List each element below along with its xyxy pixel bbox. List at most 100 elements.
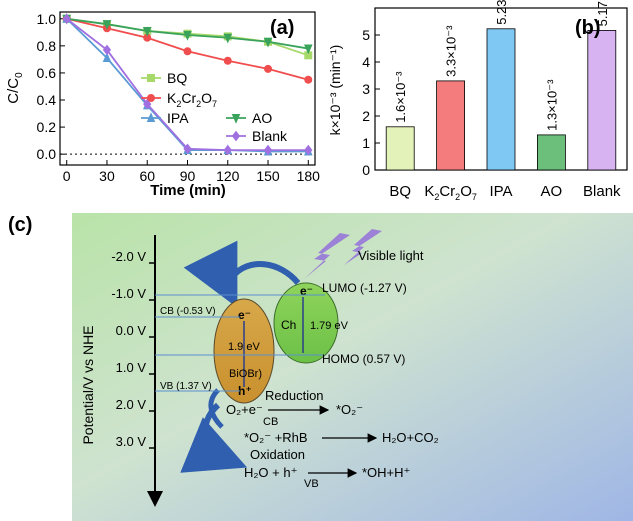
y-tick-label: 1.0 (37, 11, 57, 27)
rhb-equation-right: H₂O+CO₂ (382, 430, 439, 445)
y-tick-label: 0.6 (37, 65, 57, 81)
data-point (183, 143, 192, 155)
legend-item: BQ (141, 70, 187, 86)
bar-group: 3.3×10⁻³ K2Cr2O7 (424, 25, 477, 202)
visible-light-label: Visible light (358, 248, 424, 263)
bar-data-label: 3.3×10⁻³ (444, 25, 459, 77)
lightning-icon (304, 229, 382, 279)
x-axis-ticks: 0 30 60 90 120 150 180 (63, 160, 320, 184)
legend-item: Blank (226, 128, 288, 144)
y-tick-label: 4 (362, 54, 370, 70)
x-tick-label: 30 (99, 168, 115, 184)
bar-group: 5.17×10⁻³ Blank (583, 0, 621, 200)
bar-data-label: 1.6×10⁻³ (393, 71, 408, 123)
data-point (223, 144, 232, 156)
svg-text:k×10⁻³ (min⁻¹): k×10⁻³ (min⁻¹) (327, 45, 343, 136)
panel-b-tag: (b) (575, 17, 601, 39)
y-axis-label: k×10⁻³ (min⁻¹) (327, 45, 343, 136)
y-tick-label: 0.2 (37, 119, 57, 135)
y-tick-label: 0 (362, 162, 370, 178)
data-point (102, 44, 112, 56)
data-point (304, 75, 313, 84)
category-label: Blank (583, 183, 621, 200)
data-point (223, 33, 233, 44)
x-tick-label: 0 (63, 168, 71, 184)
reduction-subscript: CB (263, 416, 278, 428)
bar-group: 1.3×10⁻³ AO (536, 79, 566, 200)
x-tick-label: 120 (216, 168, 240, 184)
panel-a-tag: (a) (270, 17, 294, 39)
ch-particle (273, 282, 339, 364)
biobr-hole: h⁺ (238, 384, 252, 398)
data-point (142, 26, 152, 37)
legend-swatch-marker (147, 94, 155, 102)
data-point (183, 31, 192, 41)
data-point (304, 144, 313, 156)
x-tick-label: 150 (256, 168, 280, 184)
vb-label: VB (1.37 V) (160, 381, 212, 392)
bar-group: 5.23×10⁻³ IPA (486, 0, 516, 200)
lumo-label: LUMO (-1.27 V) (322, 281, 407, 295)
legend-label: BQ (167, 70, 187, 86)
legend-swatch-marker (231, 130, 241, 142)
rate-constant-bar-chart: 0 1 2 3 4 5 1.6×10⁻³ BQ 3.3×10⁻³ K2Cr2O7 5.23×10⁻… (327, 0, 628, 202)
series-blank (62, 13, 313, 156)
potential-tick-label: 2.0 V (116, 397, 147, 412)
data-point (264, 64, 273, 73)
data-point (62, 13, 71, 25)
potential-axis-label: Potential/V vs NHE (80, 325, 96, 444)
potential-ticks: -2.0 V -1.0 V 0.0 V 1.0 V 2.0 V 3.0 V (111, 249, 155, 449)
category-label: IPA (489, 183, 512, 200)
oxidation-label: Oxidation (250, 447, 305, 462)
rhb-equation-left: *O₂⁻ +RhB (244, 430, 308, 445)
bar-group: 1.6×10⁻³ BQ (385, 71, 415, 200)
potential-tick-label: 0.0 V (116, 323, 147, 338)
ch-label: Ch (281, 318, 296, 332)
legend-swatch-marker (146, 112, 156, 122)
ch-gap: 1.79 eV (310, 320, 349, 332)
potential-tick-label: 1.0 V (116, 360, 147, 375)
oxidation-equation: H₂O + h⁺ (244, 465, 297, 480)
x-tick-label: 180 (297, 168, 320, 184)
category-label: K2Cr2O7 (424, 183, 477, 202)
y-tick-label: 0.8 (37, 38, 57, 54)
data-point (223, 56, 232, 65)
degradation-line-chart: 0.0 0.2 0.4 0.6 0.8 1.0 0 30 60 90 120 150 180 Time… (5, 11, 320, 199)
y-tick-label: 0.4 (37, 92, 57, 108)
legend-swatch-marker (231, 114, 241, 124)
potential-tick-label: 3.0 V (116, 434, 147, 449)
cb-label: CB (-0.53 V) (160, 306, 216, 317)
legend-label: K2Cr2O7 (167, 90, 217, 109)
biobr-label: BiOBr) (229, 368, 262, 380)
potential-tick-label: -1.0 V (111, 286, 146, 301)
bar (587, 30, 617, 171)
legend-item: AO (226, 110, 272, 126)
oxidation-subscript: VB (304, 478, 319, 490)
ch-electron: e⁻ (300, 284, 313, 298)
category-label: BQ (389, 183, 411, 200)
oxidation-product: *OH+H⁺ (362, 465, 410, 480)
band-diagram: (c) Potential/V vs NHE -2.0 V -1.0 V 0.0 V… (8, 213, 633, 521)
data-point (143, 98, 152, 110)
data-point (102, 20, 112, 30)
svg-text:Potential/V vs NHE: Potential/V vs NHE (80, 325, 96, 444)
bar (385, 126, 415, 171)
y-tick-label: 1 (362, 135, 370, 151)
x-axis-label: Time (min) (150, 182, 226, 199)
data-point (102, 52, 112, 63)
category-label: AO (541, 183, 563, 200)
data-point (183, 47, 192, 56)
panel-c-tag: (c) (8, 214, 32, 236)
y-axis-label: C/C0 (5, 72, 25, 104)
bar-data-label: 5.17×10⁻³ (595, 0, 610, 26)
x-tick-label: 60 (139, 168, 155, 184)
data-point (263, 37, 273, 48)
bar-data-label: 1.3×10⁻³ (544, 79, 559, 131)
reduction-product: *O₂⁻ (336, 402, 363, 417)
data-point (263, 144, 273, 156)
legend-swatch-marker (147, 74, 155, 82)
svg-text:C/C0: C/C0 (5, 72, 25, 104)
y-tick-label: 2 (362, 108, 370, 124)
bar-data-label: 5.23×10⁻³ (494, 0, 509, 25)
